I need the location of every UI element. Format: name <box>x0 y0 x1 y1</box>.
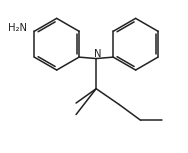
Text: N: N <box>94 49 101 59</box>
Text: H₂N: H₂N <box>8 23 27 33</box>
